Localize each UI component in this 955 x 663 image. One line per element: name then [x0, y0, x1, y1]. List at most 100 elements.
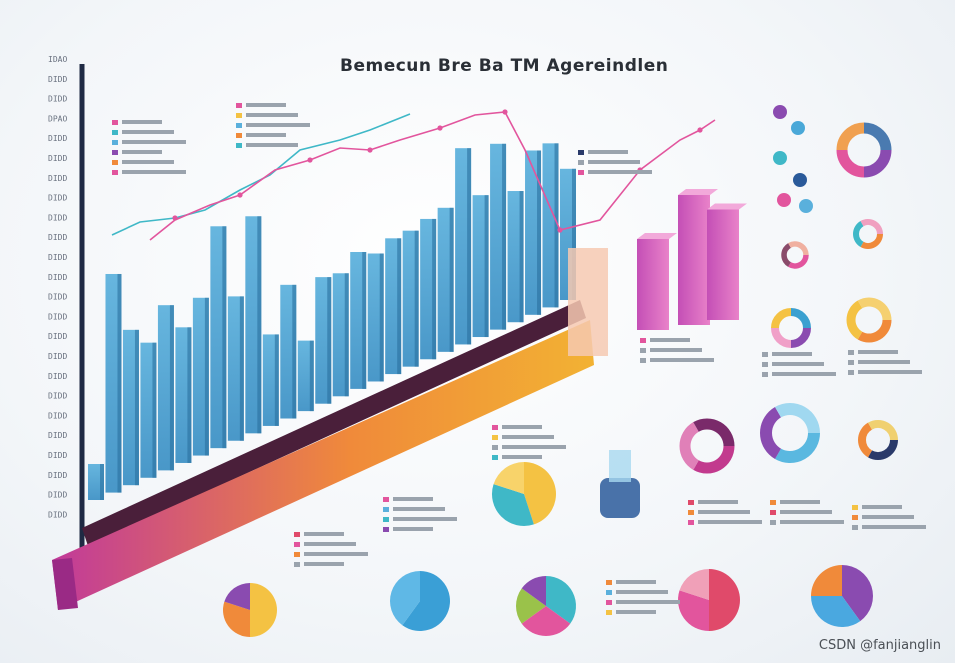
pink-bar	[707, 209, 739, 320]
legend-line	[616, 590, 668, 594]
y-tick-label: IDAO	[48, 55, 67, 64]
legend-line	[393, 527, 433, 531]
legend-line	[772, 372, 836, 376]
legend-swatch	[852, 505, 858, 510]
chart-bar-side	[467, 148, 472, 345]
legend-line	[650, 358, 714, 362]
legend-line	[772, 352, 812, 356]
donut-arc	[857, 319, 892, 343]
chart-bar-side	[239, 296, 244, 441]
legend-swatch	[762, 362, 768, 367]
legend-block	[770, 500, 844, 525]
pie-slice	[677, 590, 709, 631]
donut-arc	[788, 241, 809, 256]
donut-chart	[836, 122, 892, 178]
legend-swatch	[383, 517, 389, 522]
legend-line	[858, 370, 922, 374]
pie-slice	[390, 571, 420, 626]
pie-slice	[521, 606, 571, 636]
y-tick-label: DIDD	[48, 194, 67, 203]
pie-chart	[677, 569, 740, 631]
legend-line	[588, 160, 640, 164]
chart-bar-side	[134, 329, 139, 486]
chart-bar-side	[537, 150, 542, 315]
legend-swatch	[383, 507, 389, 512]
legend-line	[502, 425, 542, 429]
donut-arc	[836, 149, 865, 178]
donut-arc	[771, 327, 792, 348]
y-tick-label: DPAO	[48, 114, 67, 123]
legend-line	[780, 510, 832, 514]
donut-chart	[853, 219, 883, 249]
chart-bar-side	[397, 238, 402, 375]
legend-line	[304, 552, 368, 556]
y-tick-label: DIDD	[48, 293, 67, 302]
legend-line	[502, 445, 566, 449]
y-tick-label: DIDD	[48, 451, 67, 460]
chart-bar-side	[117, 273, 122, 493]
legend-swatch	[578, 170, 584, 175]
legend-line	[122, 140, 186, 144]
trend-point	[557, 227, 563, 233]
legend-swatch	[578, 160, 584, 165]
legend-swatch	[606, 590, 612, 595]
donut-arc	[863, 149, 892, 178]
trend-point	[697, 127, 703, 133]
trend-line-teal	[111, 113, 411, 236]
y-tick-label: DIDD	[48, 134, 67, 143]
chart-bar-side	[292, 284, 297, 419]
legend-swatch	[606, 580, 612, 585]
donut-arc	[693, 418, 735, 447]
legend-swatch	[294, 562, 300, 567]
chart-bar-side	[432, 218, 437, 360]
legend-swatch	[492, 445, 498, 450]
legend-line	[616, 610, 656, 614]
chart-bar-side	[344, 273, 349, 397]
chart-bar-side	[572, 168, 576, 300]
legend-line	[304, 562, 344, 566]
chart-bar-side	[327, 277, 332, 404]
legend-swatch	[848, 350, 854, 355]
trend-point	[307, 157, 313, 163]
pie-slice	[811, 596, 861, 627]
donut-arc	[790, 308, 811, 329]
y-tick-label: DIDD	[48, 332, 67, 341]
pie-slice	[491, 484, 534, 526]
pie-slice	[679, 569, 709, 600]
donut-chart	[760, 403, 820, 463]
y-tick-label: DIDD	[48, 213, 67, 222]
legend-block	[688, 500, 762, 525]
donut-arc	[863, 122, 892, 151]
pink-bar-top	[637, 233, 677, 239]
pie-slice	[402, 571, 451, 631]
donut-chart	[679, 418, 735, 474]
legend-line	[122, 160, 174, 164]
legend-swatch	[606, 600, 612, 605]
cluster-node	[773, 151, 787, 165]
chart-bar-side	[362, 252, 367, 389]
y-tick-label: DIDD	[48, 352, 67, 361]
legend-swatch	[236, 113, 242, 118]
legend-swatch	[762, 372, 768, 377]
legend-swatch	[640, 338, 646, 343]
donut-arc	[868, 420, 898, 441]
pink-bar	[678, 195, 710, 325]
legend-line	[304, 532, 344, 536]
chart-bar-side	[379, 253, 384, 382]
legend-swatch	[640, 348, 646, 353]
watermark: CSDN @fanjianglin	[818, 638, 941, 653]
y-tick-label: DIDD	[48, 273, 67, 282]
legend-line	[246, 113, 298, 117]
donut-arc	[679, 422, 700, 470]
pie-slice	[811, 565, 842, 596]
y-tick-label: DIDD	[48, 510, 67, 519]
legend-swatch	[578, 150, 584, 155]
donut-arc	[836, 122, 865, 151]
pie-chart	[390, 571, 451, 631]
legend-line	[698, 510, 750, 514]
donut-arc	[853, 221, 864, 247]
legend-swatch	[640, 358, 646, 363]
pie-chart	[223, 583, 277, 637]
legend-block	[492, 425, 566, 460]
y-tick-label: DIDD	[48, 233, 67, 242]
